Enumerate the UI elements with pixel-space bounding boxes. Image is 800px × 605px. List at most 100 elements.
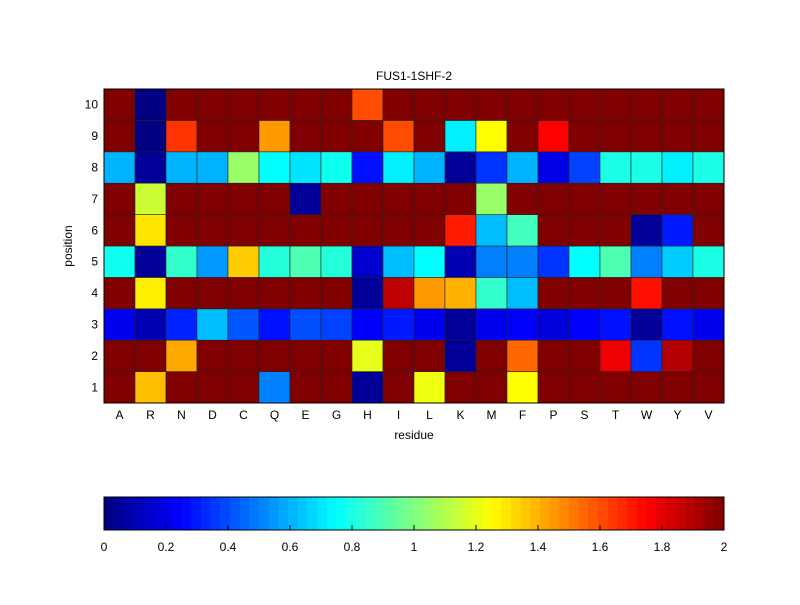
colorbar-segment <box>365 497 376 530</box>
cell-C-1 <box>227 371 260 404</box>
colorbar-tick-label: 0.4 <box>220 540 237 554</box>
cell-K-5 <box>444 245 477 278</box>
colorbar-segment <box>423 497 434 530</box>
cell-T-1 <box>599 371 632 404</box>
cell-F-7 <box>506 182 539 215</box>
cell-L-5 <box>413 245 446 278</box>
colorbar-segment <box>123 497 134 530</box>
colorbar-segment <box>510 497 522 530</box>
cell-H-10 <box>351 88 384 121</box>
colorbar-segment <box>317 497 328 530</box>
cell-M-9 <box>475 120 508 153</box>
cell-I-9 <box>382 120 415 153</box>
colorbar-segment <box>229 497 241 530</box>
cell-E-6 <box>289 214 322 247</box>
y-tick-label: 2 <box>91 349 98 363</box>
x-tick-label: T <box>612 408 620 422</box>
colorbar-segment <box>268 497 279 530</box>
colorbar-tick-label: 1.6 <box>592 540 609 554</box>
colorbar-segment <box>104 497 115 530</box>
cell-K-10 <box>444 88 477 121</box>
cell-N-4 <box>165 277 198 310</box>
colorbar-segment <box>259 497 270 530</box>
cell-T-2 <box>599 339 632 372</box>
cell-G-1 <box>320 371 353 404</box>
cell-A-7 <box>103 182 136 215</box>
cell-C-9 <box>227 120 260 153</box>
cell-W-10 <box>630 88 663 121</box>
cell-F-8 <box>506 151 539 184</box>
cell-Q-2 <box>258 339 291 372</box>
cell-K-2 <box>444 339 477 372</box>
cell-V-3 <box>692 308 725 341</box>
cell-K-4 <box>444 277 477 310</box>
colorbar-segment <box>607 497 618 530</box>
cell-A-5 <box>103 245 136 278</box>
cell-Y-3 <box>661 308 694 341</box>
cell-A-6 <box>103 214 136 247</box>
cell-I-1 <box>382 371 415 404</box>
cell-R-6 <box>134 214 167 247</box>
cell-R-1 <box>134 371 167 404</box>
cell-I-5 <box>382 245 415 278</box>
y-tick-label: 5 <box>91 255 98 269</box>
x-tick-label: D <box>208 408 217 422</box>
x-tick-label: A <box>115 408 123 422</box>
colorbar-segment <box>714 497 725 530</box>
cell-M-10 <box>475 88 508 121</box>
cell-C-2 <box>227 339 260 372</box>
y-tick-label: 6 <box>91 223 98 237</box>
colorbar-segment <box>220 497 231 530</box>
cell-T-3 <box>599 308 632 341</box>
cell-A-1 <box>103 371 136 404</box>
cell-E-3 <box>289 308 322 341</box>
colorbar-segment <box>200 497 212 530</box>
cell-D-10 <box>196 88 229 121</box>
cell-W-8 <box>630 151 663 184</box>
cell-C-10 <box>227 88 260 121</box>
cell-V-10 <box>692 88 725 121</box>
cell-L-2 <box>413 339 446 372</box>
cell-V-8 <box>692 151 725 184</box>
cell-A-8 <box>103 151 136 184</box>
cell-Q-9 <box>258 120 291 153</box>
cell-I-10 <box>382 88 415 121</box>
cell-K-6 <box>444 214 477 247</box>
cell-W-4 <box>630 277 663 310</box>
cell-A-9 <box>103 120 136 153</box>
cell-F-4 <box>506 277 539 310</box>
colorbar-segment <box>326 497 337 530</box>
cell-N-8 <box>165 151 198 184</box>
cell-D-3 <box>196 308 229 341</box>
cell-W-5 <box>630 245 663 278</box>
cell-H-6 <box>351 214 384 247</box>
cell-G-3 <box>320 308 353 341</box>
colorbar-segment <box>414 497 425 530</box>
colorbar-segment <box>384 497 396 530</box>
x-tick-label: S <box>580 408 588 422</box>
cell-P-3 <box>537 308 570 341</box>
colorbar-segment <box>656 497 667 530</box>
y-tick-label: 4 <box>91 286 98 300</box>
cell-C-6 <box>227 214 260 247</box>
cell-R-8 <box>134 151 167 184</box>
cell-R-3 <box>134 308 167 341</box>
cell-I-3 <box>382 308 415 341</box>
x-axis-label: residue <box>394 428 434 442</box>
cell-W-9 <box>630 120 663 153</box>
cell-H-1 <box>351 371 384 404</box>
cell-S-1 <box>568 371 601 404</box>
colorbar-segment <box>452 497 463 530</box>
colorbar-segment <box>404 497 415 530</box>
colorbar-tick-label: 0.6 <box>282 540 299 554</box>
x-tick-label: E <box>301 408 309 422</box>
colorbar-segment <box>704 497 715 530</box>
cell-Y-8 <box>661 151 694 184</box>
cell-V-6 <box>692 214 725 247</box>
x-tick-label: M <box>487 408 497 422</box>
cell-L-10 <box>413 88 446 121</box>
cell-S-3 <box>568 308 601 341</box>
cell-R-9 <box>134 120 167 153</box>
cell-Y-6 <box>661 214 694 247</box>
cell-V-2 <box>692 339 725 372</box>
